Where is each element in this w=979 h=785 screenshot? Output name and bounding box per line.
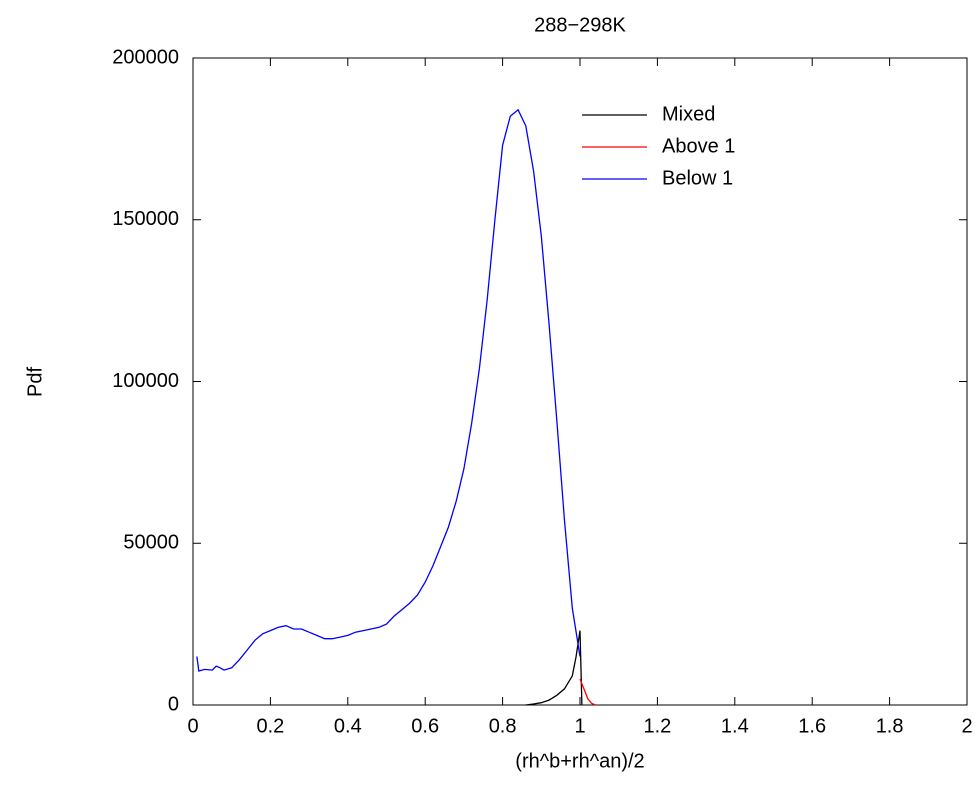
x-tick-label: 1.8	[876, 715, 904, 737]
x-tick-label: 1.4	[721, 715, 749, 737]
y-tick-label: 100000	[112, 370, 179, 392]
data-line	[579, 678, 596, 706]
y-tick-label: 50000	[123, 532, 179, 554]
data-line	[525, 630, 583, 706]
x-tick-label: 0.2	[256, 715, 284, 737]
x-tick-label: 1.2	[643, 715, 671, 737]
x-tick-label: 1	[574, 715, 585, 737]
x-tick-label: 0.6	[411, 715, 439, 737]
x-tick-label: 1.6	[798, 715, 826, 737]
chart-title: 288−298K	[534, 14, 626, 36]
legend-label: Above 1	[662, 135, 735, 157]
x-axis-label: (rh^b+rh^an)/2	[515, 750, 644, 772]
x-tick-label: 2	[961, 715, 972, 737]
y-axis-label: Pdf	[24, 367, 46, 397]
legend-label: Below 1	[662, 167, 733, 189]
x-tick-label: 0.8	[489, 715, 517, 737]
x-tick-label: 0	[187, 715, 198, 737]
x-tick-label: 0.4	[334, 715, 362, 737]
y-tick-label: 200000	[112, 46, 179, 68]
y-tick-label: 150000	[112, 208, 179, 230]
plot-frame	[192, 57, 968, 706]
legend-label: Mixed	[662, 103, 715, 125]
data-line	[196, 108, 581, 672]
y-tick-label: 0	[168, 693, 179, 715]
